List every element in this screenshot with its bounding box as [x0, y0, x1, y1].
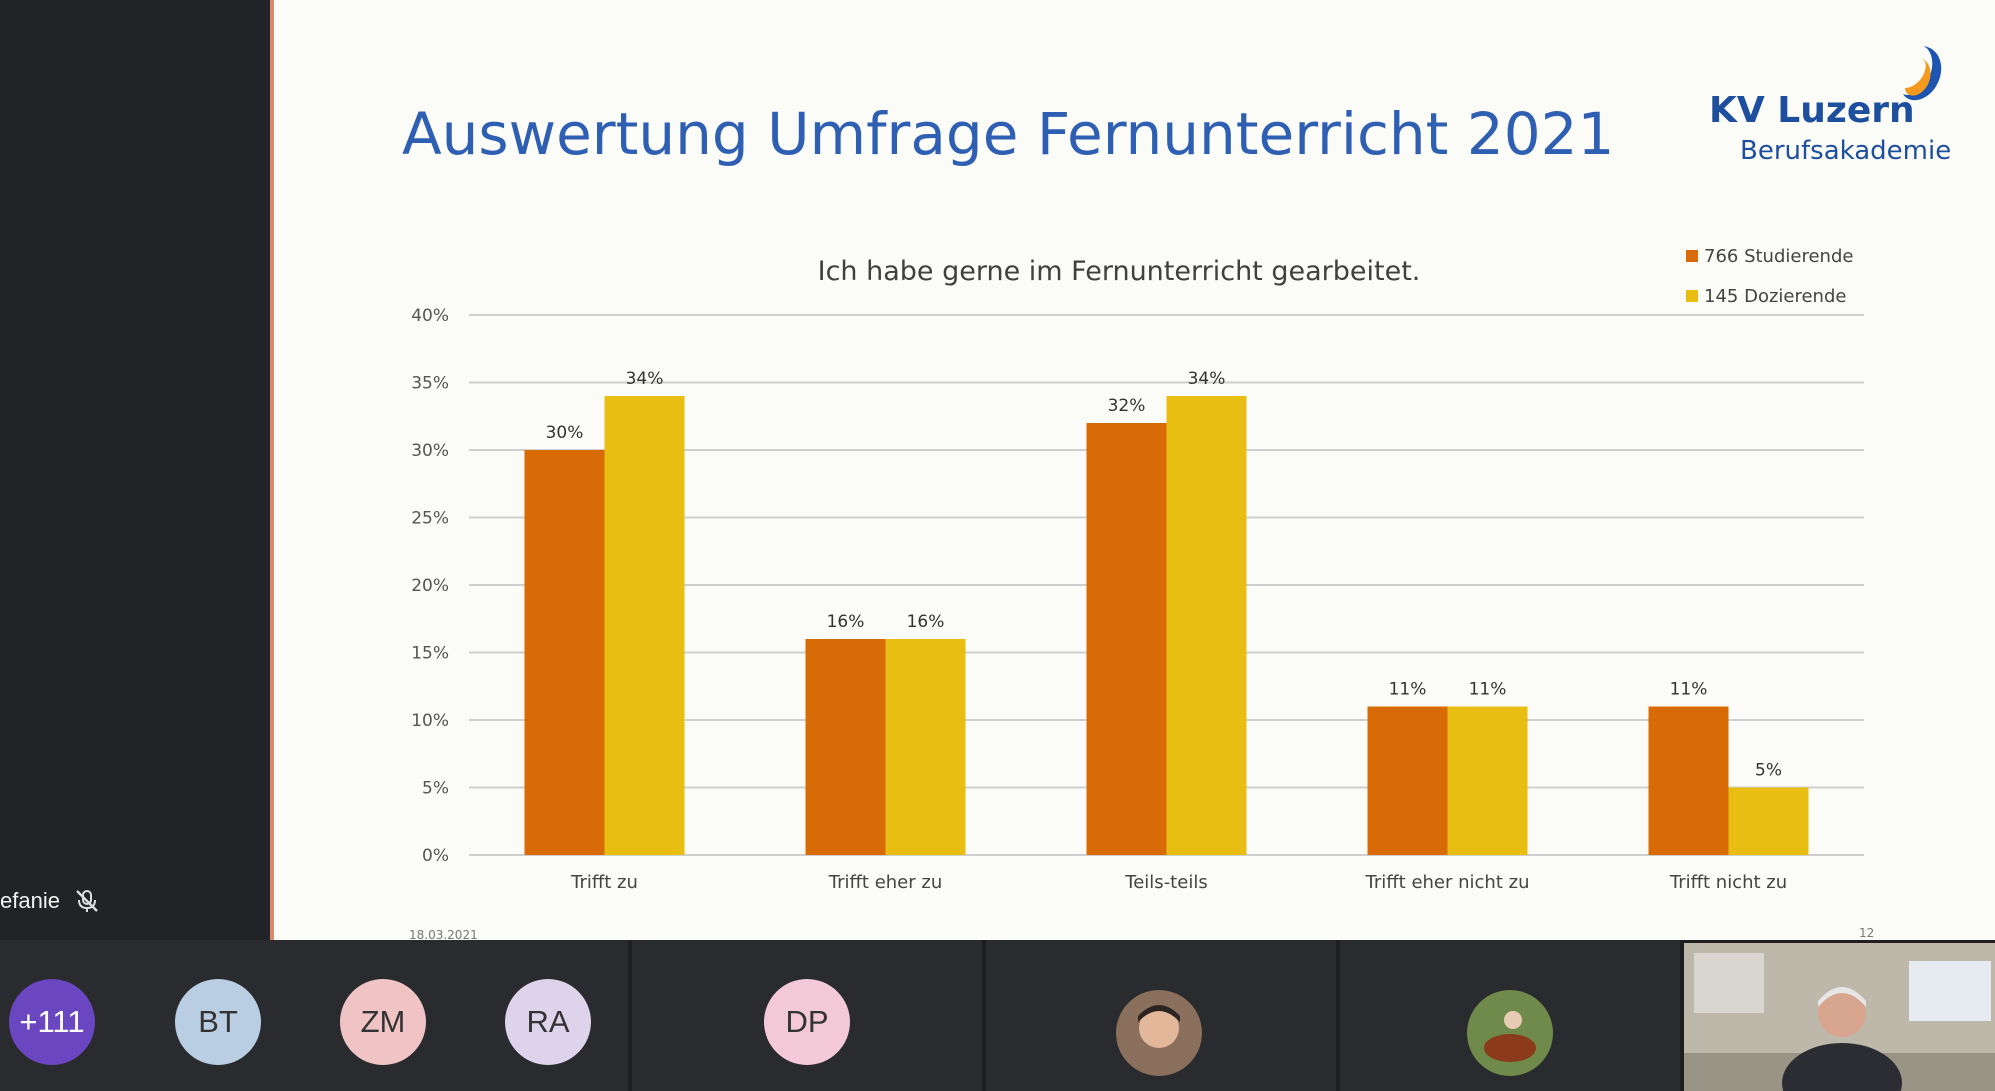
data-label: 16% — [907, 612, 945, 632]
speaker-video[interactable] — [1684, 943, 1995, 1091]
data-label: 34% — [1188, 369, 1226, 389]
participant-name: efanie — [0, 888, 60, 913]
avatar[interactable]: DP — [764, 979, 850, 1065]
bar — [805, 639, 886, 855]
y-tick-label: 15% — [411, 644, 449, 664]
left-video-tile[interactable]: efanie — [0, 0, 270, 940]
kv-luzern-logo: KV Luzern Berufsakademie — [1709, 40, 1969, 180]
chart-title: Ich habe gerne im Fernunterricht gearbei… — [817, 256, 1421, 287]
data-label: 11% — [1469, 680, 1507, 700]
y-tick-label: 10% — [411, 711, 449, 731]
x-tick-label: Trifft nicht zu — [1669, 872, 1787, 893]
data-label: 16% — [827, 612, 865, 632]
data-label: 30% — [546, 423, 584, 443]
y-tick-label: 5% — [422, 779, 449, 799]
legend-swatch — [1686, 290, 1698, 302]
speaker-video-feed — [1684, 943, 1995, 1091]
shared-presentation-slide: Auswertung Umfrage Fernunterricht 2021 K… — [270, 0, 1995, 942]
bar — [604, 396, 685, 855]
data-label: 11% — [1670, 680, 1708, 700]
legend-swatch — [1686, 250, 1698, 262]
logo-mark-icon — [1903, 46, 1942, 101]
slide-date: 18.03.2021 — [409, 928, 478, 942]
x-tick-label: Teils-teils — [1124, 872, 1207, 893]
slide-page-number: 12 — [1859, 926, 1875, 940]
data-label: 11% — [1389, 680, 1427, 700]
avatar[interactable]: BT — [175, 979, 261, 1065]
avatar-photo[interactable] — [1116, 990, 1202, 1076]
legend-label: 145 Dozierende — [1704, 286, 1846, 307]
y-tick-label: 40% — [411, 306, 449, 326]
y-tick-label: 0% — [422, 846, 449, 866]
y-tick-label: 35% — [411, 374, 449, 394]
bar — [1367, 706, 1448, 855]
y-tick-label: 20% — [411, 576, 449, 596]
logo-name: KV Luzern — [1709, 90, 1915, 131]
logo-subtitle: Berufsakademie — [1740, 136, 1952, 166]
bar — [1166, 396, 1247, 855]
bar — [1728, 787, 1809, 855]
bar-chart: 0% 5% 10% 15% 20% 25% 30% 35% 40% 30% 34% Trifft zu… — [411, 246, 1864, 893]
slide-title: Auswertung Umfrage Fernunterricht 2021 — [402, 100, 1615, 168]
mic-off-icon — [76, 890, 98, 912]
more-participants-button[interactable]: +111 — [9, 979, 95, 1065]
data-label: 32% — [1108, 396, 1146, 416]
y-tick-label: 25% — [411, 509, 449, 529]
bar — [1447, 706, 1528, 855]
bar — [885, 639, 966, 855]
data-label: 5% — [1755, 761, 1782, 781]
bar — [1648, 706, 1729, 855]
data-label: 34% — [626, 369, 664, 389]
legend-label: 766 Studierende — [1704, 246, 1853, 267]
x-tick-label: Trifft eher nicht zu — [1365, 872, 1530, 893]
bar — [1086, 423, 1167, 855]
participant-name-label: efanie — [0, 888, 100, 914]
avatar[interactable]: RA — [505, 979, 591, 1065]
participants-bar: +111 BT ZM RA DP — [0, 940, 1995, 1091]
x-tick-label: Trifft zu — [570, 872, 638, 893]
avatar[interactable]: ZM — [340, 979, 426, 1065]
x-tick-label: Trifft eher zu — [828, 872, 942, 893]
y-tick-label: 30% — [411, 441, 449, 461]
avatar-photo[interactable] — [1467, 990, 1553, 1076]
bar — [524, 450, 605, 855]
